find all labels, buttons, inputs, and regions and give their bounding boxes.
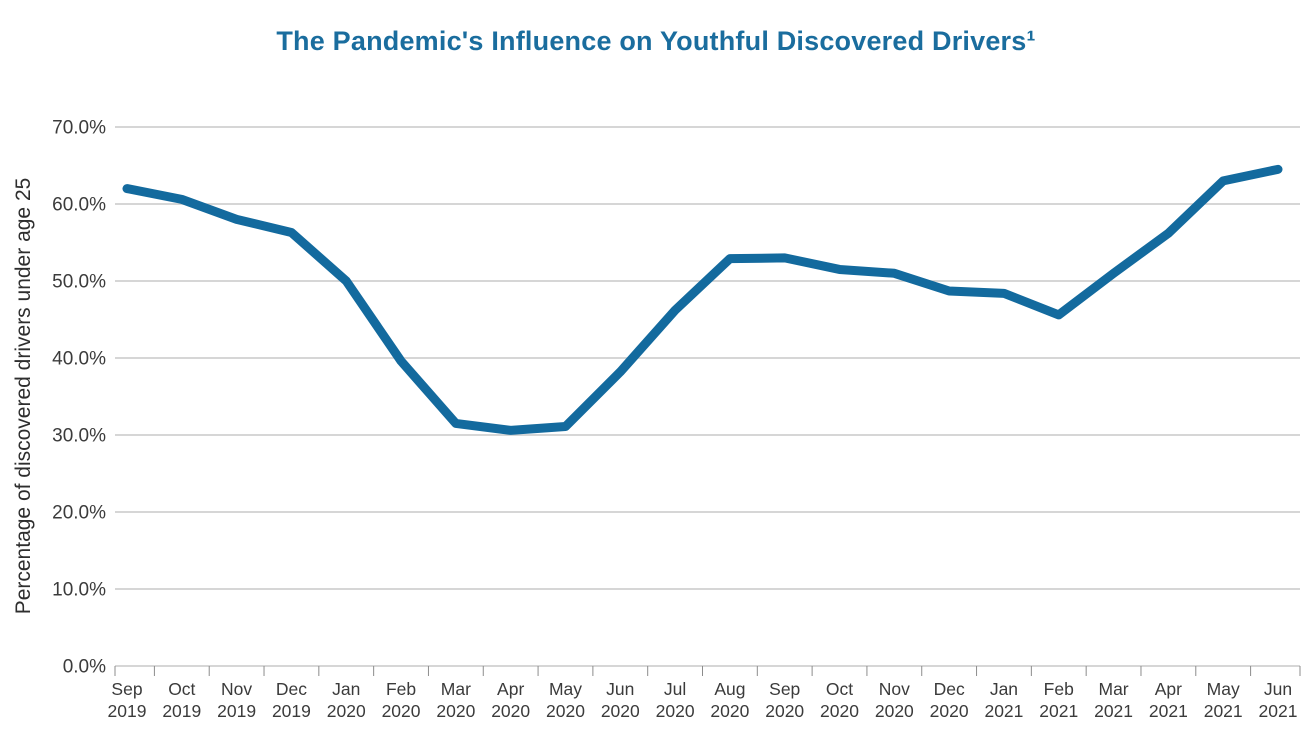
data-line	[122, 164, 1283, 435]
data-series-group	[122, 164, 1283, 435]
axis-ticks-group	[114, 666, 1301, 676]
x-tick-label: Sep 2019	[108, 679, 147, 721]
x-tick-label: Feb 2020	[382, 679, 421, 721]
y-tick-label: 60.0%	[52, 195, 106, 216]
x-tick-label: Dec 2019	[272, 679, 311, 721]
x-tick-label: Jun 2020	[601, 679, 640, 721]
x-tick-label: Apr 2021	[1149, 679, 1188, 721]
x-tick-label: Oct 2019	[162, 679, 201, 721]
y-tick-labels-group: 0.0% 10.0% 20.0% 30.0% 40.0% 50.0% 60.0% 70.0%	[52, 118, 106, 678]
x-tick-label: May 2020	[546, 679, 585, 721]
x-tick-label: Mar 2021	[1094, 679, 1133, 721]
x-tick-label: Aug 2020	[710, 679, 749, 721]
gridlines-group	[115, 126, 1300, 667]
x-tick-label: Nov 2020	[875, 679, 914, 721]
y-tick-label: 10.0%	[52, 580, 106, 601]
x-tick-label: Mar 2020	[436, 679, 475, 721]
chart-title: The Pandemic's Influence on Youthful Dis…	[276, 26, 1036, 56]
y-tick-label: 30.0%	[52, 426, 106, 447]
y-tick-label: 20.0%	[52, 503, 106, 524]
x-tick-label: Jan 2021	[984, 679, 1023, 721]
x-tick-label: Apr 2020	[491, 679, 530, 721]
x-tick-label: May 2021	[1204, 679, 1243, 721]
y-tick-label: 40.0%	[52, 349, 106, 370]
x-tick-label: Jul 2020	[656, 679, 695, 721]
x-tick-label: Sep 2020	[765, 679, 804, 721]
x-tick-label: Jan 2020	[327, 679, 366, 721]
x-tick-label: Oct 2020	[820, 679, 859, 721]
y-tick-label: 70.0%	[52, 118, 106, 139]
x-tick-label: Nov 2019	[217, 679, 256, 721]
y-tick-label: 0.0%	[63, 657, 106, 678]
y-tick-label: 50.0%	[52, 272, 106, 293]
x-tick-label: Feb 2021	[1039, 679, 1078, 721]
x-tick-labels-group: Sep 2019 Oct 2019 Nov 2019 Dec 2019 Jan 2020 Feb 20…	[108, 679, 1298, 721]
x-tick-label: Dec 2020	[930, 679, 969, 721]
x-tick-label: Jun 2021	[1259, 679, 1298, 721]
